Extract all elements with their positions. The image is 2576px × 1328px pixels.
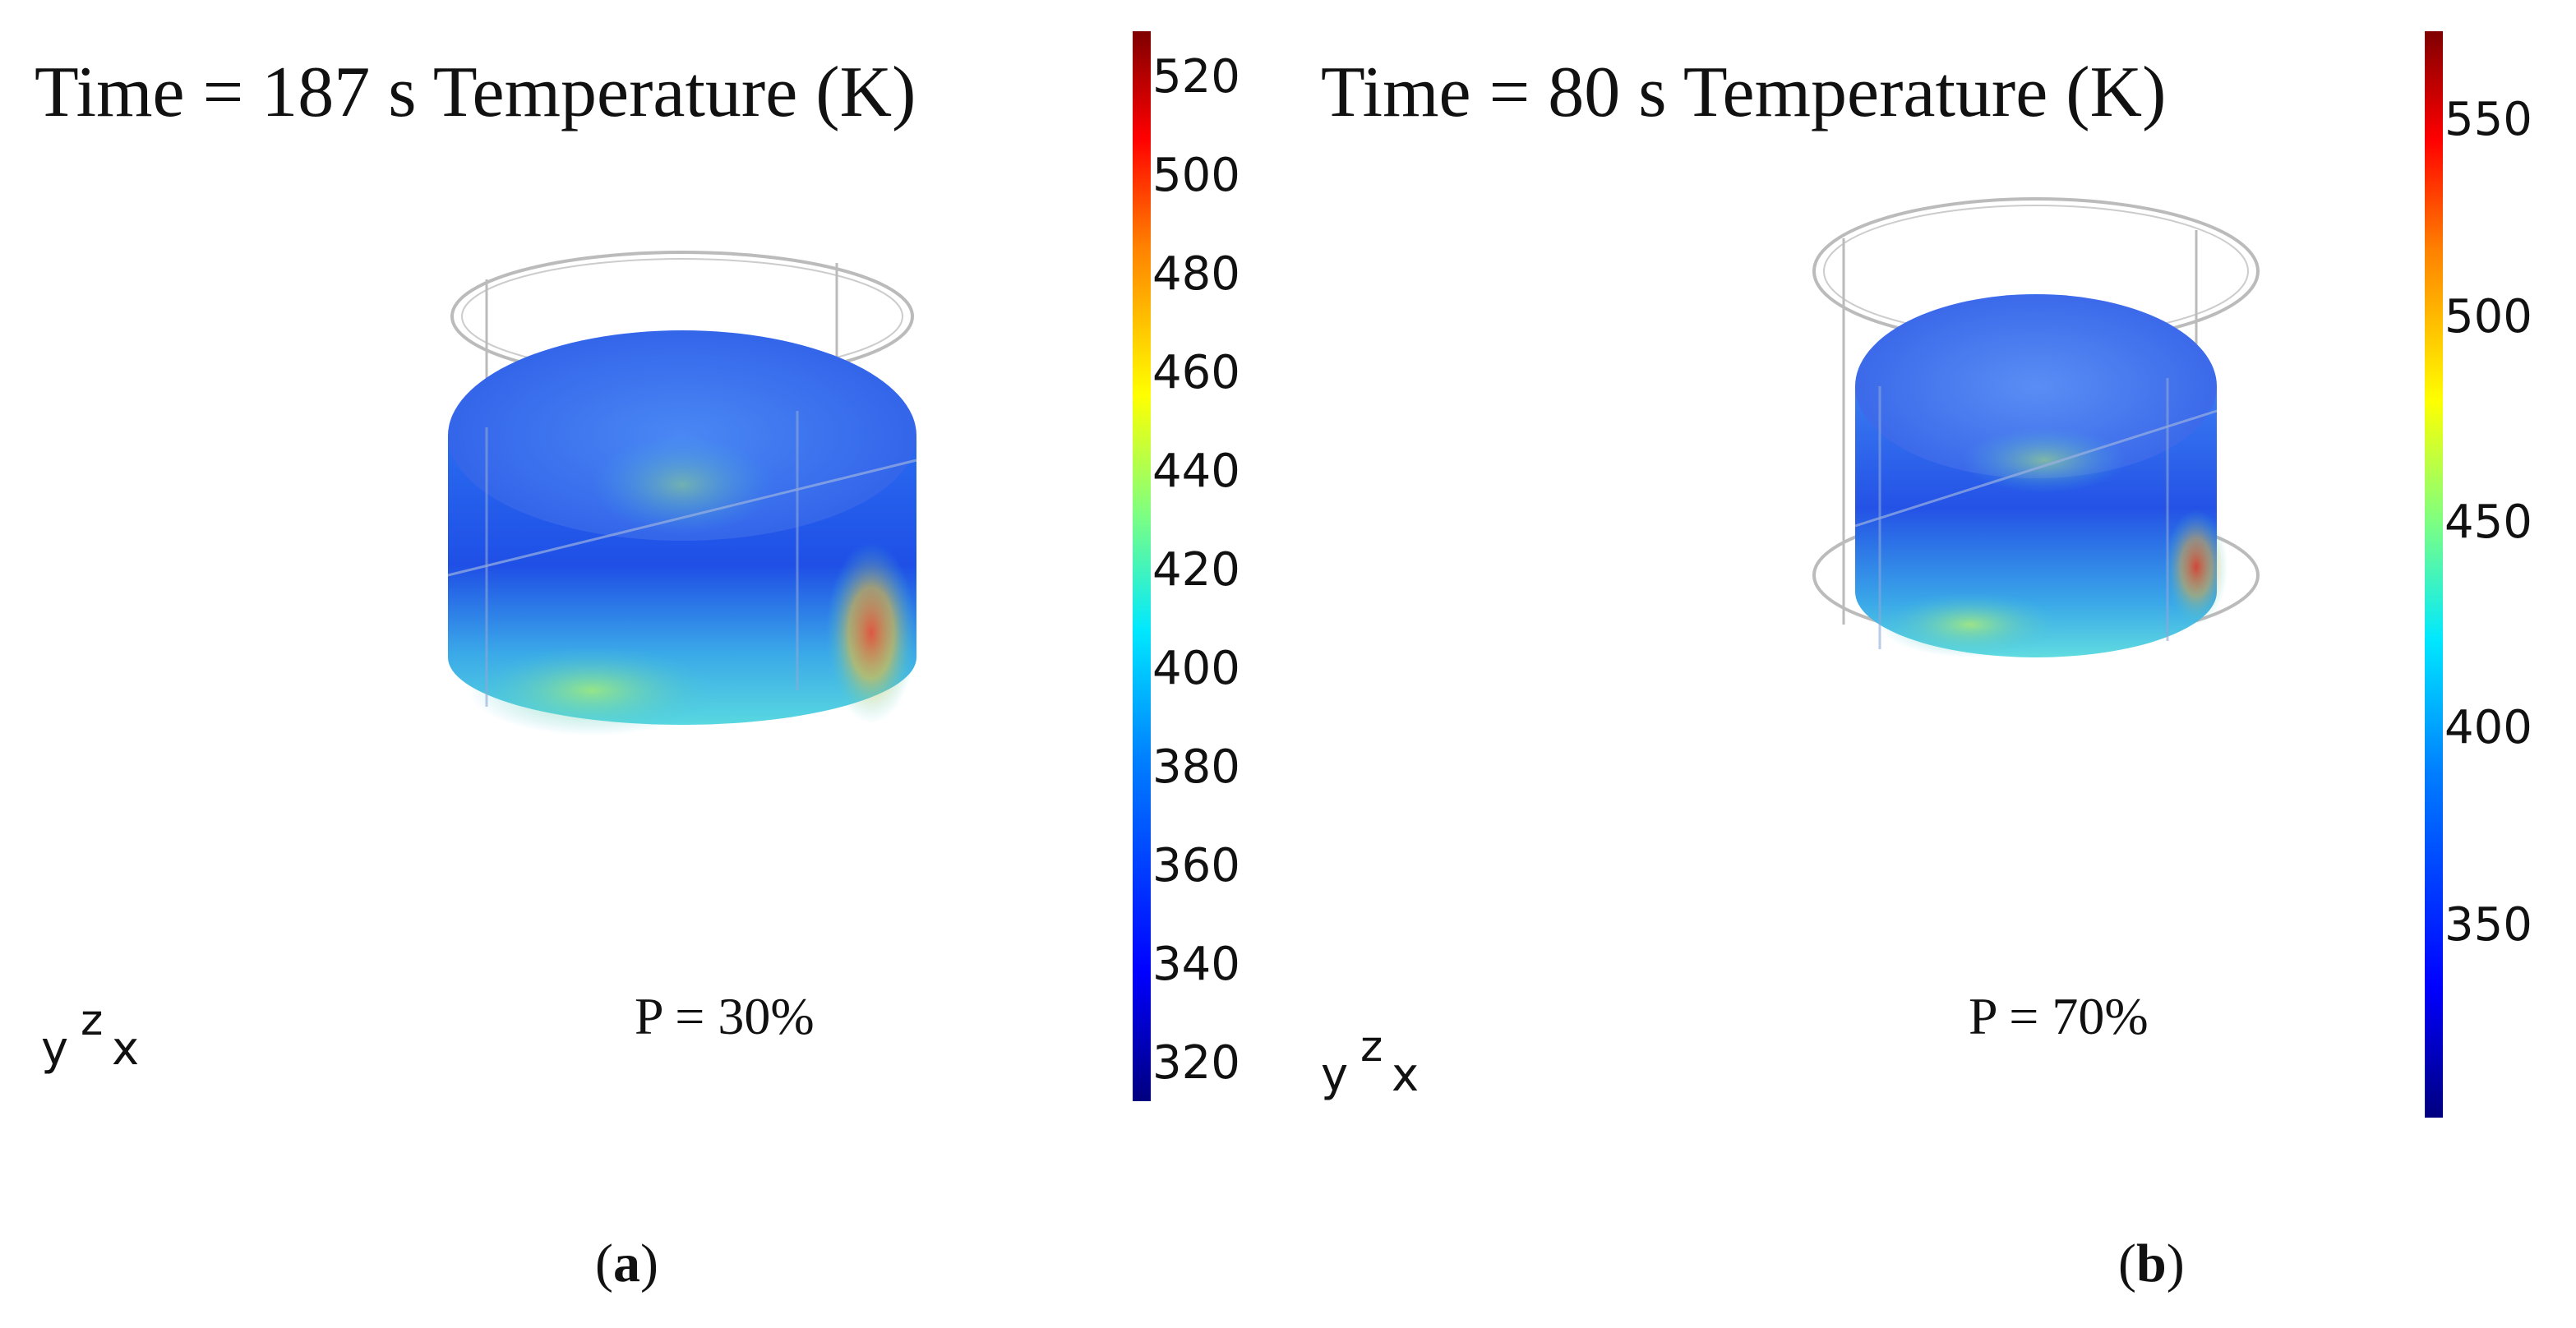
colorbar-tick-label: 520: [1152, 50, 1240, 104]
colorbar-tick-label: 440: [1152, 445, 1240, 498]
colorbar-tick-label: 400: [1152, 642, 1240, 695]
colorbar-tick-label: 500: [2444, 290, 2532, 344]
colorbar-tick-label: 320: [1152, 1036, 1240, 1090]
panel-a: Time = 187 s Temperature (K): [35, 31, 1240, 1293]
colorbar-tick-label: 500: [1152, 149, 1240, 202]
axis-label-y: y: [41, 1022, 69, 1076]
panel-title: Time = 187 s Temperature (K): [35, 53, 916, 132]
axis-label-z: z: [81, 996, 104, 1045]
colorbar-tick-label: 350: [2444, 898, 2532, 952]
colorbar-tick-label: 480: [1152, 247, 1240, 301]
axis-label-y: y: [1321, 1049, 1349, 1102]
cylinder-temperature-plot: [447, 251, 917, 735]
axis-label-z: z: [1360, 1022, 1383, 1072]
colorbar: [1133, 31, 1151, 1101]
colorbar-tick-label: 340: [1152, 938, 1240, 991]
colorbar-tick-label: 550: [2444, 93, 2532, 146]
power-label: P = 70%: [1969, 987, 2149, 1045]
panel-title: Time = 80 s Temperature (K): [1321, 53, 2167, 132]
subfigure-label: (a): [595, 1233, 658, 1293]
axis-label-x: x: [112, 1022, 140, 1076]
axis-label-x: x: [1392, 1049, 1420, 1102]
colorbar-tick-label: 450: [2444, 496, 2532, 549]
subfigure-letter: a: [612, 1233, 640, 1293]
subfigure-label: (b): [2118, 1233, 2185, 1293]
colorbar-tick-label: 460: [1152, 346, 1240, 399]
subfigure-letter: b: [2135, 1233, 2167, 1293]
colorbar-tick-label: 380: [1152, 740, 1240, 794]
colorbar-tick-label: 360: [1152, 839, 1240, 892]
colorbar: [2425, 31, 2443, 1118]
cylinder-temperature-plot: [1812, 197, 2260, 657]
colorbar-tick-label: 420: [1152, 543, 1240, 597]
panel-b: Time = 80 s Temperature (K): [1288, 0, 2576, 1328]
power-label: P = 30%: [635, 987, 815, 1045]
colorbar-tick-label: 400: [2444, 701, 2532, 754]
